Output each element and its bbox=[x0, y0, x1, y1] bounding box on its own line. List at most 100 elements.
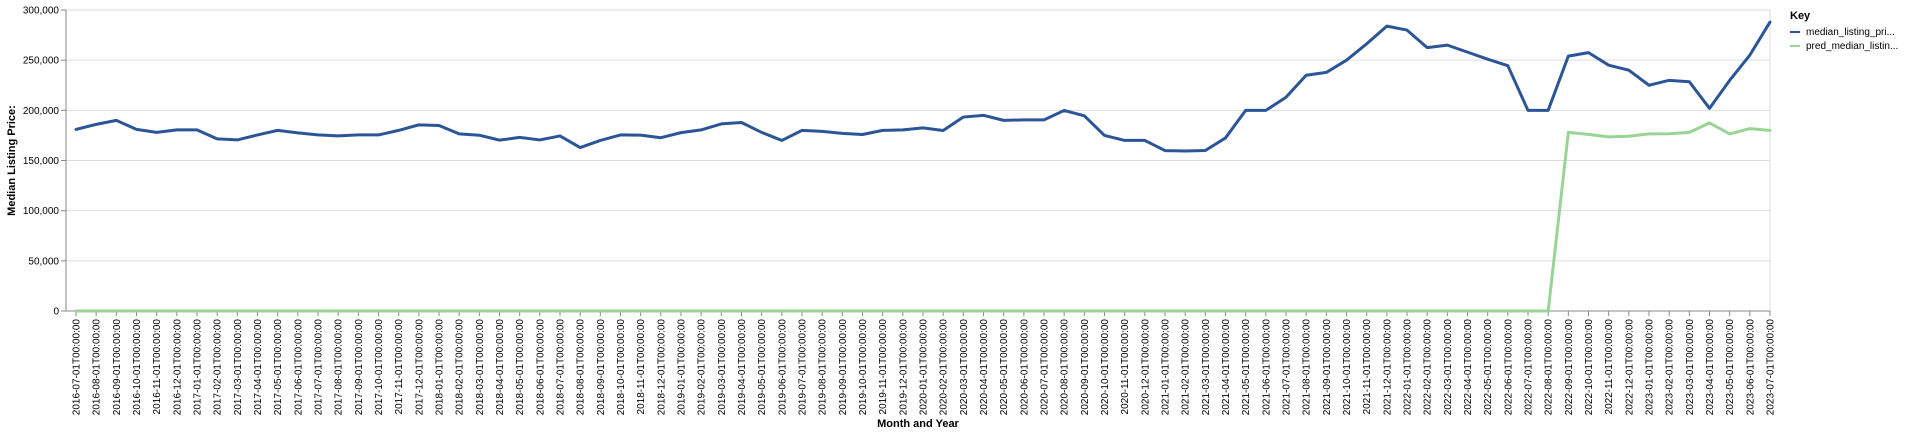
x-tick-label: 2019-11-01T00:00:00 bbox=[878, 319, 889, 415]
legend-entry-label: pred_median_listin... bbox=[1806, 41, 1898, 52]
x-tick-label: 2020-05-01T00:00:00 bbox=[999, 319, 1010, 416]
x-tick-label: 2021-01-01T00:00:00 bbox=[1161, 319, 1172, 416]
x-tick-label: 2022-06-01T00:00:00 bbox=[1503, 319, 1514, 416]
x-tick-label: 2023-04-01T00:00:00 bbox=[1705, 319, 1716, 416]
x-axis: 2016-07-01T00:00:00 2016-08-01T00:00:00 20… bbox=[66, 310, 1777, 416]
x-tick-label: 2019-08-01T00:00:00 bbox=[818, 319, 829, 416]
series-lines bbox=[74, 20, 1772, 313]
x-tick-label: 2017-10-01T00:00:00 bbox=[374, 319, 385, 416]
x-tick-label: 2016-12-01T00:00:00 bbox=[172, 319, 183, 416]
x-tick-label: 2016-11-01T00:00:00 bbox=[152, 319, 163, 415]
x-tick-label: 2021-11-01T00:00:00 bbox=[1362, 319, 1373, 415]
x-tick-label: 2020-09-01T00:00:00 bbox=[1080, 319, 1091, 416]
x-axis-title: Month and Year bbox=[877, 418, 959, 430]
x-tick-label: 2022-03-01T00:00:00 bbox=[1443, 319, 1454, 416]
x-tick-label: 2018-11-01T00:00:00 bbox=[636, 319, 647, 415]
x-tick-label: 2017-02-01T00:00:00 bbox=[213, 319, 224, 416]
y-axis: 0 50,000 100,000 150,000 200,000 250,000 300,0… bbox=[23, 6, 67, 318]
x-tick-label: 2017-11-01T00:00:00 bbox=[394, 319, 405, 415]
x-tick-label: 2016-09-01T00:00:00 bbox=[112, 319, 123, 416]
x-tick-label: 2022-05-01T00:00:00 bbox=[1483, 319, 1494, 416]
y-axis-title: Median Listing Price: bbox=[6, 105, 18, 216]
x-tick-label: 2019-10-01T00:00:00 bbox=[858, 319, 869, 416]
x-tick-label: 2017-05-01T00:00:00 bbox=[273, 319, 284, 416]
legend-entry-label: median_listing_pri... bbox=[1806, 27, 1895, 38]
x-tick-label: 2017-06-01T00:00:00 bbox=[293, 319, 304, 416]
y-tick-label: 0 bbox=[53, 307, 59, 318]
x-tick-label: 2019-06-01T00:00:00 bbox=[777, 319, 788, 416]
x-tick-label: 2022-11-01T00:00:00 bbox=[1604, 319, 1615, 415]
legend: Key median_listing_pri... pred_median_lis… bbox=[1790, 10, 1898, 52]
x-tick-label: 2019-03-01T00:00:00 bbox=[717, 319, 728, 416]
x-tick-label: 2021-06-01T00:00:00 bbox=[1261, 319, 1272, 416]
series-line-1 bbox=[74, 20, 1772, 153]
x-tick-label: 2023-06-01T00:00:00 bbox=[1745, 319, 1756, 416]
x-tick-label: 2021-12-01T00:00:00 bbox=[1382, 319, 1393, 416]
y-tick-label: 150,000 bbox=[23, 156, 60, 167]
x-tick-label: 2022-09-01T00:00:00 bbox=[1564, 319, 1575, 416]
x-tick-label: 2023-05-01T00:00:00 bbox=[1725, 319, 1736, 416]
x-tick-label: 2018-03-01T00:00:00 bbox=[475, 319, 486, 416]
x-tick-label: 2020-08-01T00:00:00 bbox=[1060, 319, 1071, 416]
x-tick-label: 2018-12-01T00:00:00 bbox=[656, 319, 667, 416]
x-tick-label: 2018-07-01T00:00:00 bbox=[556, 319, 567, 416]
x-tick-label: 2017-07-01T00:00:00 bbox=[314, 319, 325, 416]
y-tick-label: 300,000 bbox=[23, 6, 60, 17]
x-tick-label: 2022-08-01T00:00:00 bbox=[1544, 319, 1555, 416]
x-tick-label: 2021-10-01T00:00:00 bbox=[1342, 319, 1353, 416]
x-tick-label: 2021-04-01T00:00:00 bbox=[1221, 319, 1232, 416]
x-tick-label: 2023-03-01T00:00:00 bbox=[1685, 319, 1696, 416]
x-tick-label: 2019-07-01T00:00:00 bbox=[798, 319, 809, 416]
x-tick-label: 2017-09-01T00:00:00 bbox=[354, 319, 365, 416]
x-tick-label: 2016-10-01T00:00:00 bbox=[132, 319, 143, 416]
x-tick-label: 2022-01-01T00:00:00 bbox=[1403, 319, 1414, 416]
x-tick-label: 2019-01-01T00:00:00 bbox=[677, 319, 688, 416]
y-tick-label: 200,000 bbox=[23, 106, 60, 117]
x-tick-label: 2017-04-01T00:00:00 bbox=[253, 319, 264, 416]
x-tick-label: 2020-11-01T00:00:00 bbox=[1120, 319, 1131, 415]
x-tick-label: 2021-02-01T00:00:00 bbox=[1181, 319, 1192, 416]
x-tick-label: 2020-07-01T00:00:00 bbox=[1040, 319, 1051, 416]
x-tick-label: 2020-04-01T00:00:00 bbox=[979, 319, 990, 416]
x-tick-label: 2022-07-01T00:00:00 bbox=[1524, 319, 1535, 416]
x-tick-label: 2018-05-01T00:00:00 bbox=[515, 319, 526, 416]
x-tick-label: 2022-10-01T00:00:00 bbox=[1584, 319, 1595, 416]
x-tick-label: 2018-09-01T00:00:00 bbox=[596, 319, 607, 416]
x-tick-label: 2021-09-01T00:00:00 bbox=[1322, 319, 1333, 416]
x-tick-label: 2023-07-01T00:00:00 bbox=[1766, 319, 1777, 416]
x-tick-label: 2016-07-01T00:00:00 bbox=[72, 319, 83, 416]
x-tick-label: 2016-08-01T00:00:00 bbox=[92, 319, 103, 416]
x-tick-label: 2020-10-01T00:00:00 bbox=[1100, 319, 1111, 416]
x-tick-label: 2019-09-01T00:00:00 bbox=[838, 319, 849, 416]
x-tick-label: 2018-01-01T00:00:00 bbox=[435, 319, 446, 416]
series-line-2 bbox=[74, 121, 1772, 313]
y-tick-label: 50,000 bbox=[28, 256, 59, 267]
x-tick-label: 2019-02-01T00:00:00 bbox=[697, 319, 708, 416]
x-tick-label: 2017-12-01T00:00:00 bbox=[414, 319, 425, 416]
x-tick-label: 2019-05-01T00:00:00 bbox=[757, 319, 768, 416]
x-tick-label: 2020-06-01T00:00:00 bbox=[1019, 319, 1030, 416]
y-tick-label: 250,000 bbox=[23, 56, 60, 67]
x-tick-label: 2022-04-01T00:00:00 bbox=[1463, 319, 1474, 416]
x-tick-label: 2019-04-01T00:00:00 bbox=[737, 319, 748, 416]
x-tick-label: 2017-03-01T00:00:00 bbox=[233, 319, 244, 416]
x-tick-label: 2022-12-01T00:00:00 bbox=[1624, 319, 1635, 416]
gridlines bbox=[65, 9, 1771, 312]
x-tick-label: 2021-07-01T00:00:00 bbox=[1282, 319, 1293, 416]
x-tick-label: 2018-08-01T00:00:00 bbox=[576, 319, 587, 416]
x-tick-label: 2018-02-01T00:00:00 bbox=[455, 319, 466, 416]
y-tick-label: 100,000 bbox=[23, 206, 60, 217]
x-tick-label: 2020-12-01T00:00:00 bbox=[1140, 319, 1151, 416]
x-tick-label: 2020-03-01T00:00:00 bbox=[959, 319, 970, 416]
x-tick-label: 2020-01-01T00:00:00 bbox=[919, 319, 930, 416]
x-tick-label: 2023-01-01T00:00:00 bbox=[1645, 319, 1656, 416]
x-tick-label: 2021-05-01T00:00:00 bbox=[1241, 319, 1252, 416]
x-tick-label: 2018-06-01T00:00:00 bbox=[535, 319, 546, 416]
x-tick-label: 2017-08-01T00:00:00 bbox=[334, 319, 345, 416]
x-tick-label: 2022-02-01T00:00:00 bbox=[1423, 319, 1434, 416]
x-tick-label: 2017-01-01T00:00:00 bbox=[193, 319, 204, 416]
x-tick-label: 2019-12-01T00:00:00 bbox=[898, 319, 909, 416]
x-tick-label: 2021-08-01T00:00:00 bbox=[1302, 319, 1313, 416]
x-tick-label: 2021-03-01T00:00:00 bbox=[1201, 319, 1212, 416]
